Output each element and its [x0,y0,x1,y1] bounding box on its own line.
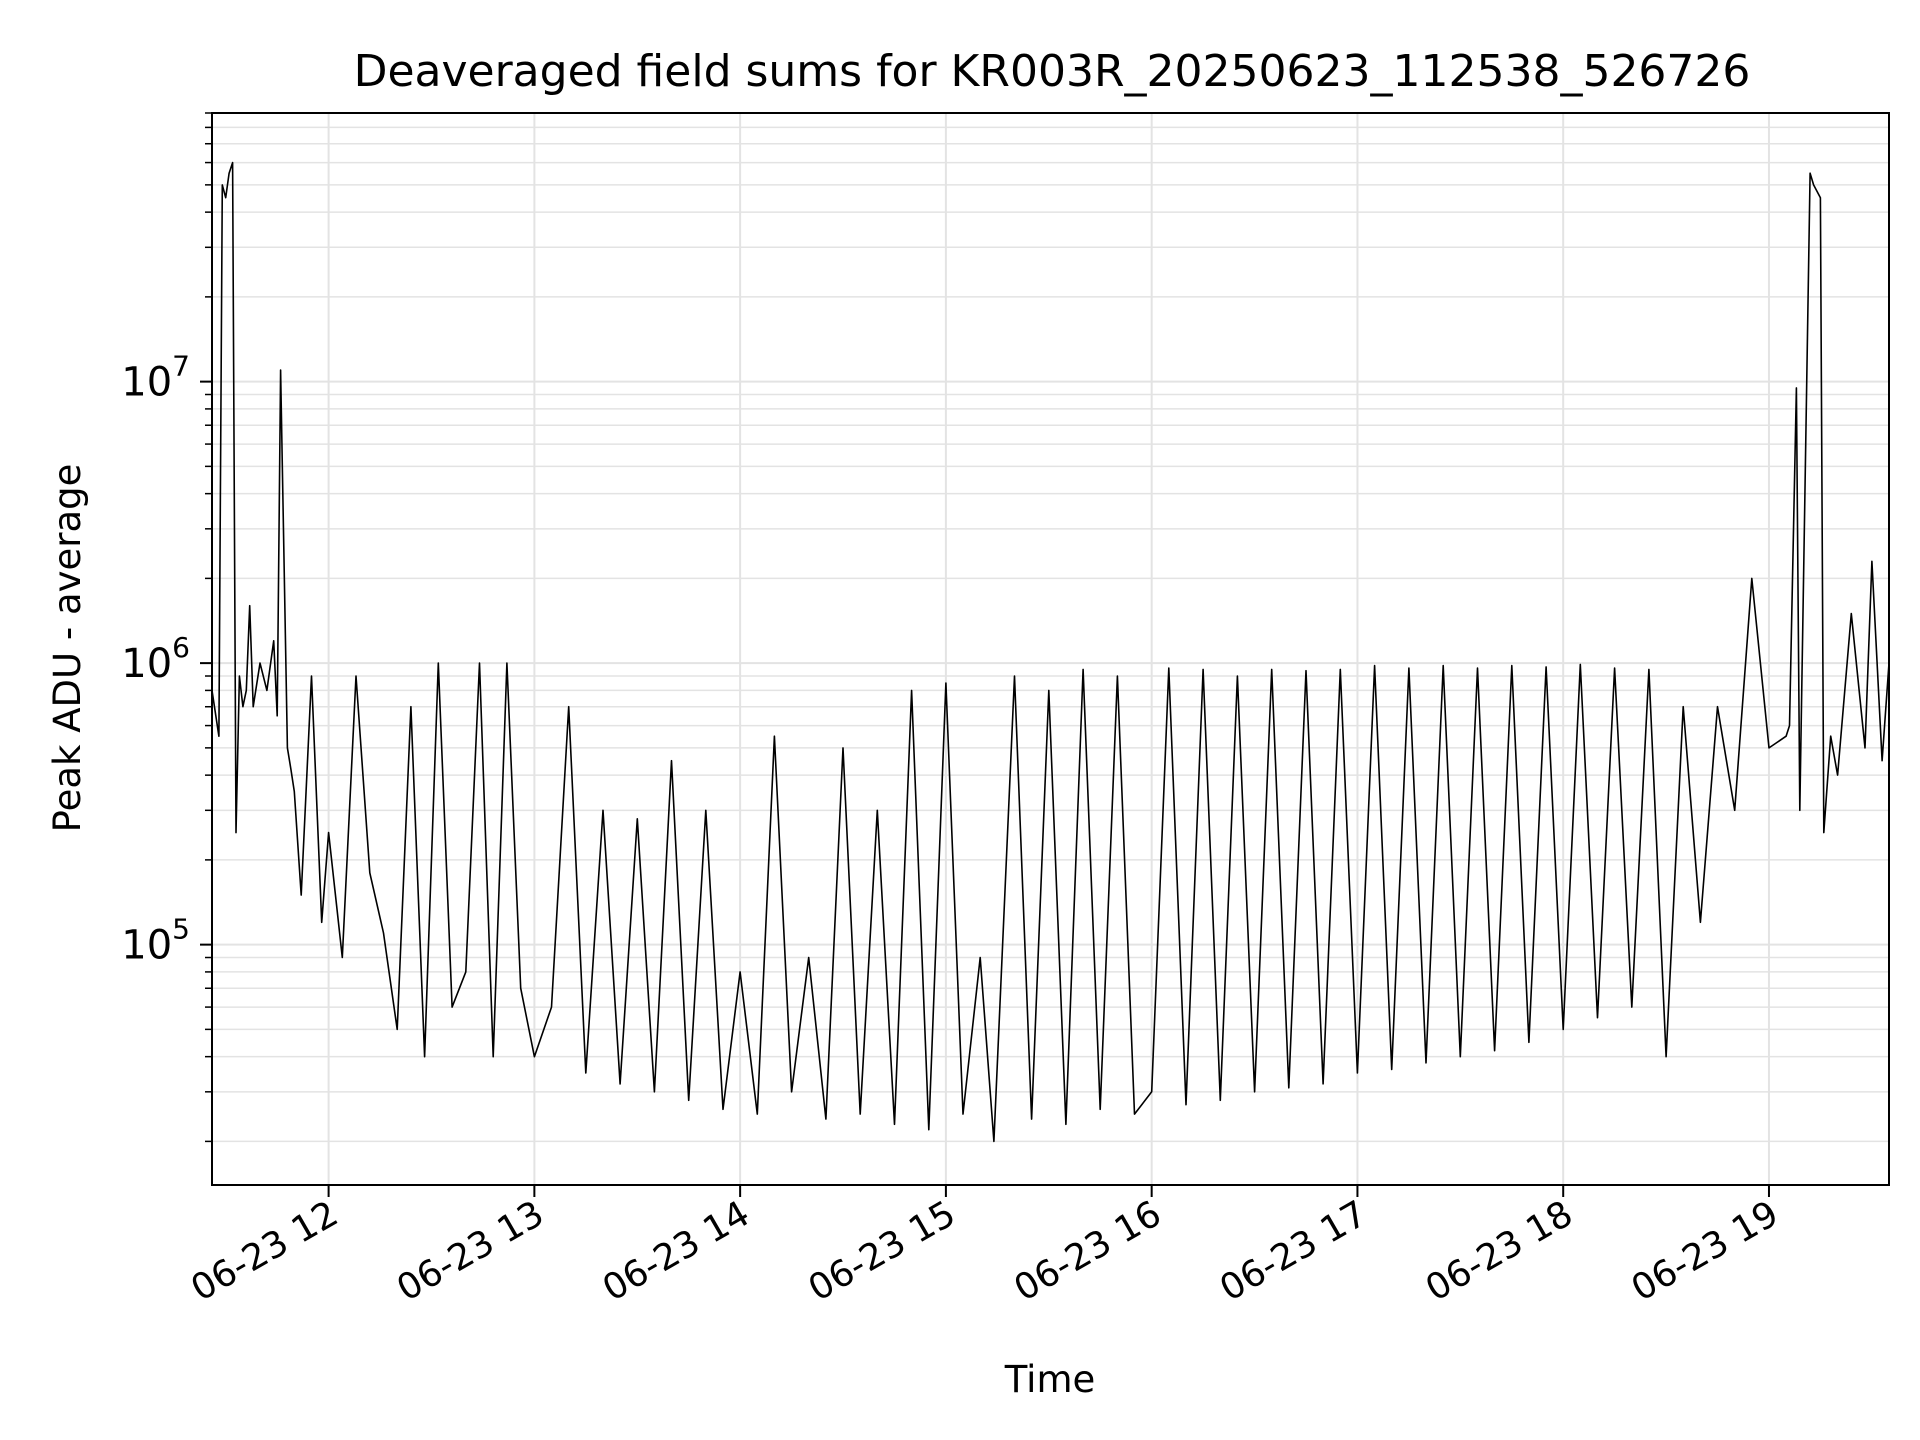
y-tick-label: 106 [121,631,190,687]
y-tick-label: 107 [121,350,190,406]
plot-frame [211,112,1890,1186]
series-layer [211,161,1890,1143]
y-axis-label: Peak ADU - average [46,464,89,833]
y-axis-ticks: 105 106 107 [121,112,212,1143]
chart-title: Deaveraged field sums for KR003R_2025062… [354,46,1751,97]
x-axis-label: Time [1004,1358,1096,1401]
series-line [211,161,1890,1143]
y-tick-label: 105 [121,913,190,969]
